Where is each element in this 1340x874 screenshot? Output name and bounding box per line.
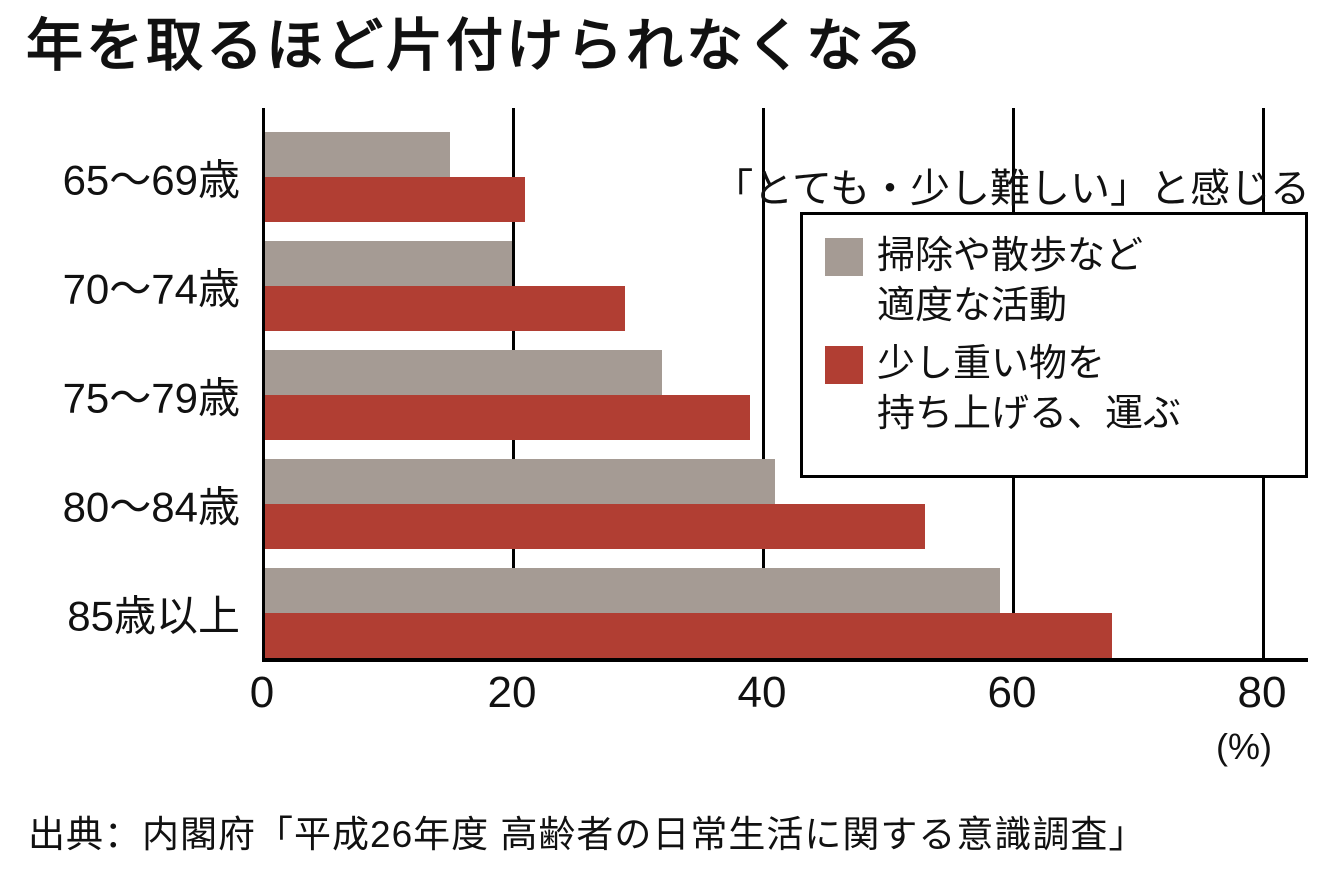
legend-item-moderate-activity: 掃除や散歩など 適度な活動: [825, 231, 1305, 331]
x-tick-label-0: 0: [249, 668, 275, 717]
y-axis-label-group2: 70〜74歳: [62, 265, 240, 313]
bar-chart-plot-area: [262, 108, 1308, 662]
chart-title: 年を取るほど片付けられなくなる: [26, 14, 926, 78]
chart-annotation: 「とても・少し難しい」と感じる: [713, 167, 1310, 211]
y-axis-label-group5: 85歳以上: [67, 592, 240, 640]
y-axis-label-group3: 75〜79歳: [62, 374, 240, 422]
bar-series1-group1: [262, 132, 450, 177]
legend-label: 少し重い物を 持ち上げる、運ぶ: [877, 339, 1181, 439]
y-axis-label-group1: 65〜69歳: [62, 156, 240, 204]
legend-swatch-red: [825, 346, 863, 385]
bar-series2-group5: [262, 613, 1112, 658]
y-axis-labels: 65〜69歳 70〜74歳 75〜79歳 80〜84歳 85歳以上: [28, 108, 240, 658]
unit-label: (%): [1216, 726, 1272, 767]
legend-swatch-gray: [825, 238, 863, 276]
chart-legend: 掃除や散歩など 適度な活動 少し重い物を 持ち上げる、運ぶ: [800, 212, 1308, 478]
legend-label-line1: 少し重い物を: [877, 343, 1106, 386]
legend-label: 掃除や散歩など 適度な活動: [877, 231, 1143, 331]
bar-series1-group2: [262, 241, 512, 286]
x-tick-label-40: 40: [737, 668, 787, 717]
x-tick-label-20: 20: [487, 668, 537, 717]
gridline-40: [762, 108, 765, 658]
x-axis-labels: 0 20 40 60 80: [250, 668, 1308, 728]
x-tick-label-60: 60: [987, 668, 1037, 717]
bar-series2-group4: [262, 504, 925, 549]
legend-label-line1: 掃除や散歩など: [877, 235, 1144, 277]
legend-label-line2: 適度な活動: [877, 285, 1068, 328]
y-axis-line: [262, 108, 265, 658]
bar-series2-group2: [262, 286, 625, 331]
bar-series1-group5: [262, 568, 1000, 613]
source-caption: 出典：内閣府「平成26年度 高齢者の日常生活に関する意識調査」: [28, 814, 1147, 855]
y-axis-label-group4: 80〜84歳: [62, 483, 240, 531]
bar-series1-group3: [262, 350, 662, 395]
bar-series2-group1: [262, 177, 525, 222]
legend-item-heavy-lifting: 少し重い物を 持ち上げる、運ぶ: [825, 339, 1305, 439]
x-tick-label-80: 80: [1237, 668, 1287, 717]
bar-series2-group3: [262, 395, 750, 440]
legend-label-line2: 持ち上げる、運ぶ: [877, 393, 1182, 436]
bar-series1-group4: [262, 459, 775, 504]
